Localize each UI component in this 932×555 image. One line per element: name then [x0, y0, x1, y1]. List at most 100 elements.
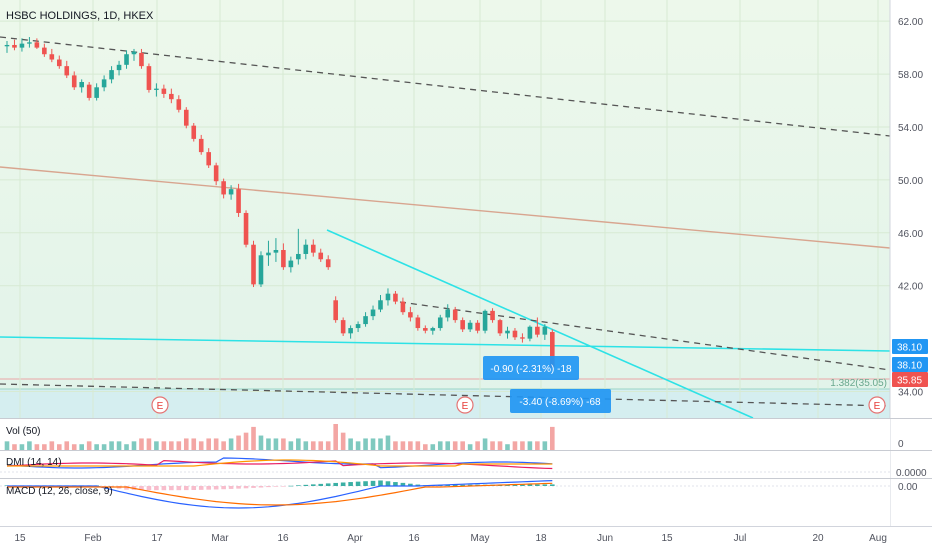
macd-histogram-bar: [460, 484, 465, 486]
candle: [79, 79, 84, 93]
candle: [34, 38, 40, 49]
date-tick-label: Aug: [869, 533, 887, 544]
macd-histogram-bar: [393, 482, 398, 486]
candle: [4, 41, 10, 53]
macd-histogram-bar: [183, 486, 189, 491]
candle: [169, 88, 174, 104]
price-tag-text: 38.10: [897, 361, 922, 372]
macd-histogram-bar: [243, 486, 249, 489]
macd-histogram-bar: [154, 486, 159, 491]
volume-bar: [221, 441, 226, 450]
macd-histogram-bar: [273, 486, 279, 487]
volume-bar: [467, 444, 473, 450]
date-tick-label: 17: [151, 533, 163, 544]
macd-histogram-bar: [370, 480, 376, 486]
volume-bar: [206, 438, 211, 450]
candle: [139, 48, 144, 69]
dmi-pane[interactable]: DMI (14, 14) 0.0000: [0, 451, 927, 479]
candle: [497, 318, 503, 336]
measure-box-2[interactable]: -3.40 (-8.69%) -68: [510, 389, 611, 413]
fib-level-label: 1.382(35.05): [830, 378, 887, 389]
trendlines[interactable]: [0, 36, 890, 418]
candle: [415, 314, 421, 331]
candle: [19, 38, 25, 52]
date-tick-labels: 15 Feb 17 Mar 16 Apr 16 May 18 Jun 15 Jul 20 Aug: [14, 533, 886, 544]
macd-histogram-bar: [176, 486, 182, 491]
volume-pane[interactable]: Vol (50) 0: [0, 419, 904, 450]
candle: [400, 297, 406, 315]
macd-histogram-bar: [333, 482, 338, 486]
macd-histogram-bar: [363, 481, 368, 486]
price-pane-background: [0, 0, 890, 418]
candle: [176, 95, 182, 113]
volume-bar: [124, 444, 129, 450]
dashed-trendline-lower[interactable]: [0, 383, 890, 407]
earnings-marker-label-3: E: [874, 401, 881, 412]
volume-bar: [370, 438, 376, 450]
candle: [236, 183, 241, 217]
price-tag: 35.85: [892, 372, 928, 387]
price-tick-label: 34.00: [898, 388, 923, 399]
volume-bar: [213, 438, 219, 450]
date-tick-label: Feb: [84, 533, 102, 544]
candle: [42, 43, 47, 57]
volume-bar: [243, 432, 249, 450]
price-tick-label: 42.00: [898, 282, 923, 293]
macd-histogram-bar: [258, 486, 264, 488]
candle: [131, 48, 137, 61]
macd-histogram-bar: [318, 483, 324, 486]
volume-bar: [169, 441, 174, 450]
macd-histogram-bar: [527, 484, 533, 486]
earnings-marker-1[interactable]: E: [151, 396, 169, 414]
volume-bar: [385, 435, 391, 450]
macd-histogram-bar: [221, 486, 226, 490]
volume-bar: [34, 444, 40, 450]
candle: [288, 256, 294, 273]
price-tick-label: 58.00: [898, 70, 923, 81]
date-tick-label: 15: [661, 533, 673, 544]
date-tick-label: 18: [535, 533, 547, 544]
price-tag: 38.10: [892, 339, 928, 354]
dashed-trendline-mid[interactable]: [399, 301, 890, 371]
volume-bar: [183, 438, 189, 450]
volume-bar: [288, 441, 294, 450]
macd-histogram-bar: [124, 486, 129, 490]
volume-bar: [333, 424, 338, 450]
candle: [437, 314, 443, 331]
measure-box-1[interactable]: -0.90 (-2.31%) -18: [483, 356, 579, 380]
macd-histogram-bar: [266, 486, 271, 488]
macd-pane[interactable]: MACD (12, 26, close, 9) 0.00: [0, 479, 918, 526]
candle: [183, 107, 189, 129]
price-tick-label: 46.00: [898, 229, 923, 240]
cyan-descending-trendline[interactable]: [326, 229, 754, 418]
candle: [266, 240, 271, 266]
date-tick-label: 16: [277, 533, 289, 544]
earnings-marker-2[interactable]: E: [456, 396, 474, 414]
candle: [408, 306, 413, 322]
candle: [198, 134, 204, 155]
macd-histogram-bar: [550, 484, 555, 486]
macd-histogram-bar: [310, 484, 316, 486]
price-tag-text: 35.85: [897, 376, 922, 387]
earnings-marker-3[interactable]: E: [868, 396, 886, 414]
volume-label: Vol (50): [6, 426, 40, 437]
candles[interactable]: [4, 37, 555, 371]
candle: [64, 60, 70, 79]
date-tick-label: Jun: [597, 533, 613, 544]
volume-bar: [228, 438, 234, 450]
volume-bar: [378, 438, 383, 450]
candle: [423, 325, 428, 334]
volume-bar: [258, 435, 264, 450]
macd-histogram-bar: [535, 484, 540, 486]
brown-trendline[interactable]: [0, 166, 890, 249]
volume-bar: [281, 438, 286, 450]
cyan-horizontal-line[interactable]: [0, 336, 890, 352]
volume-bar: [161, 441, 167, 450]
candle: [318, 248, 324, 262]
date-tick-label: 20: [812, 533, 824, 544]
candle: [490, 308, 495, 323]
price-pane[interactable]: -0.90 (-2.31%) -18 -3.40 (-8.69%) -68 E …: [0, 0, 890, 418]
price-axis[interactable]: 62.00 58.00 54.00 50.00 46.00 42.00 34.00 38.1…: [889, 0, 932, 526]
date-axis[interactable]: 15 Feb 17 Mar 16 Apr 16 May 18 Jun 15 Jul 20 Aug: [0, 526, 932, 550]
